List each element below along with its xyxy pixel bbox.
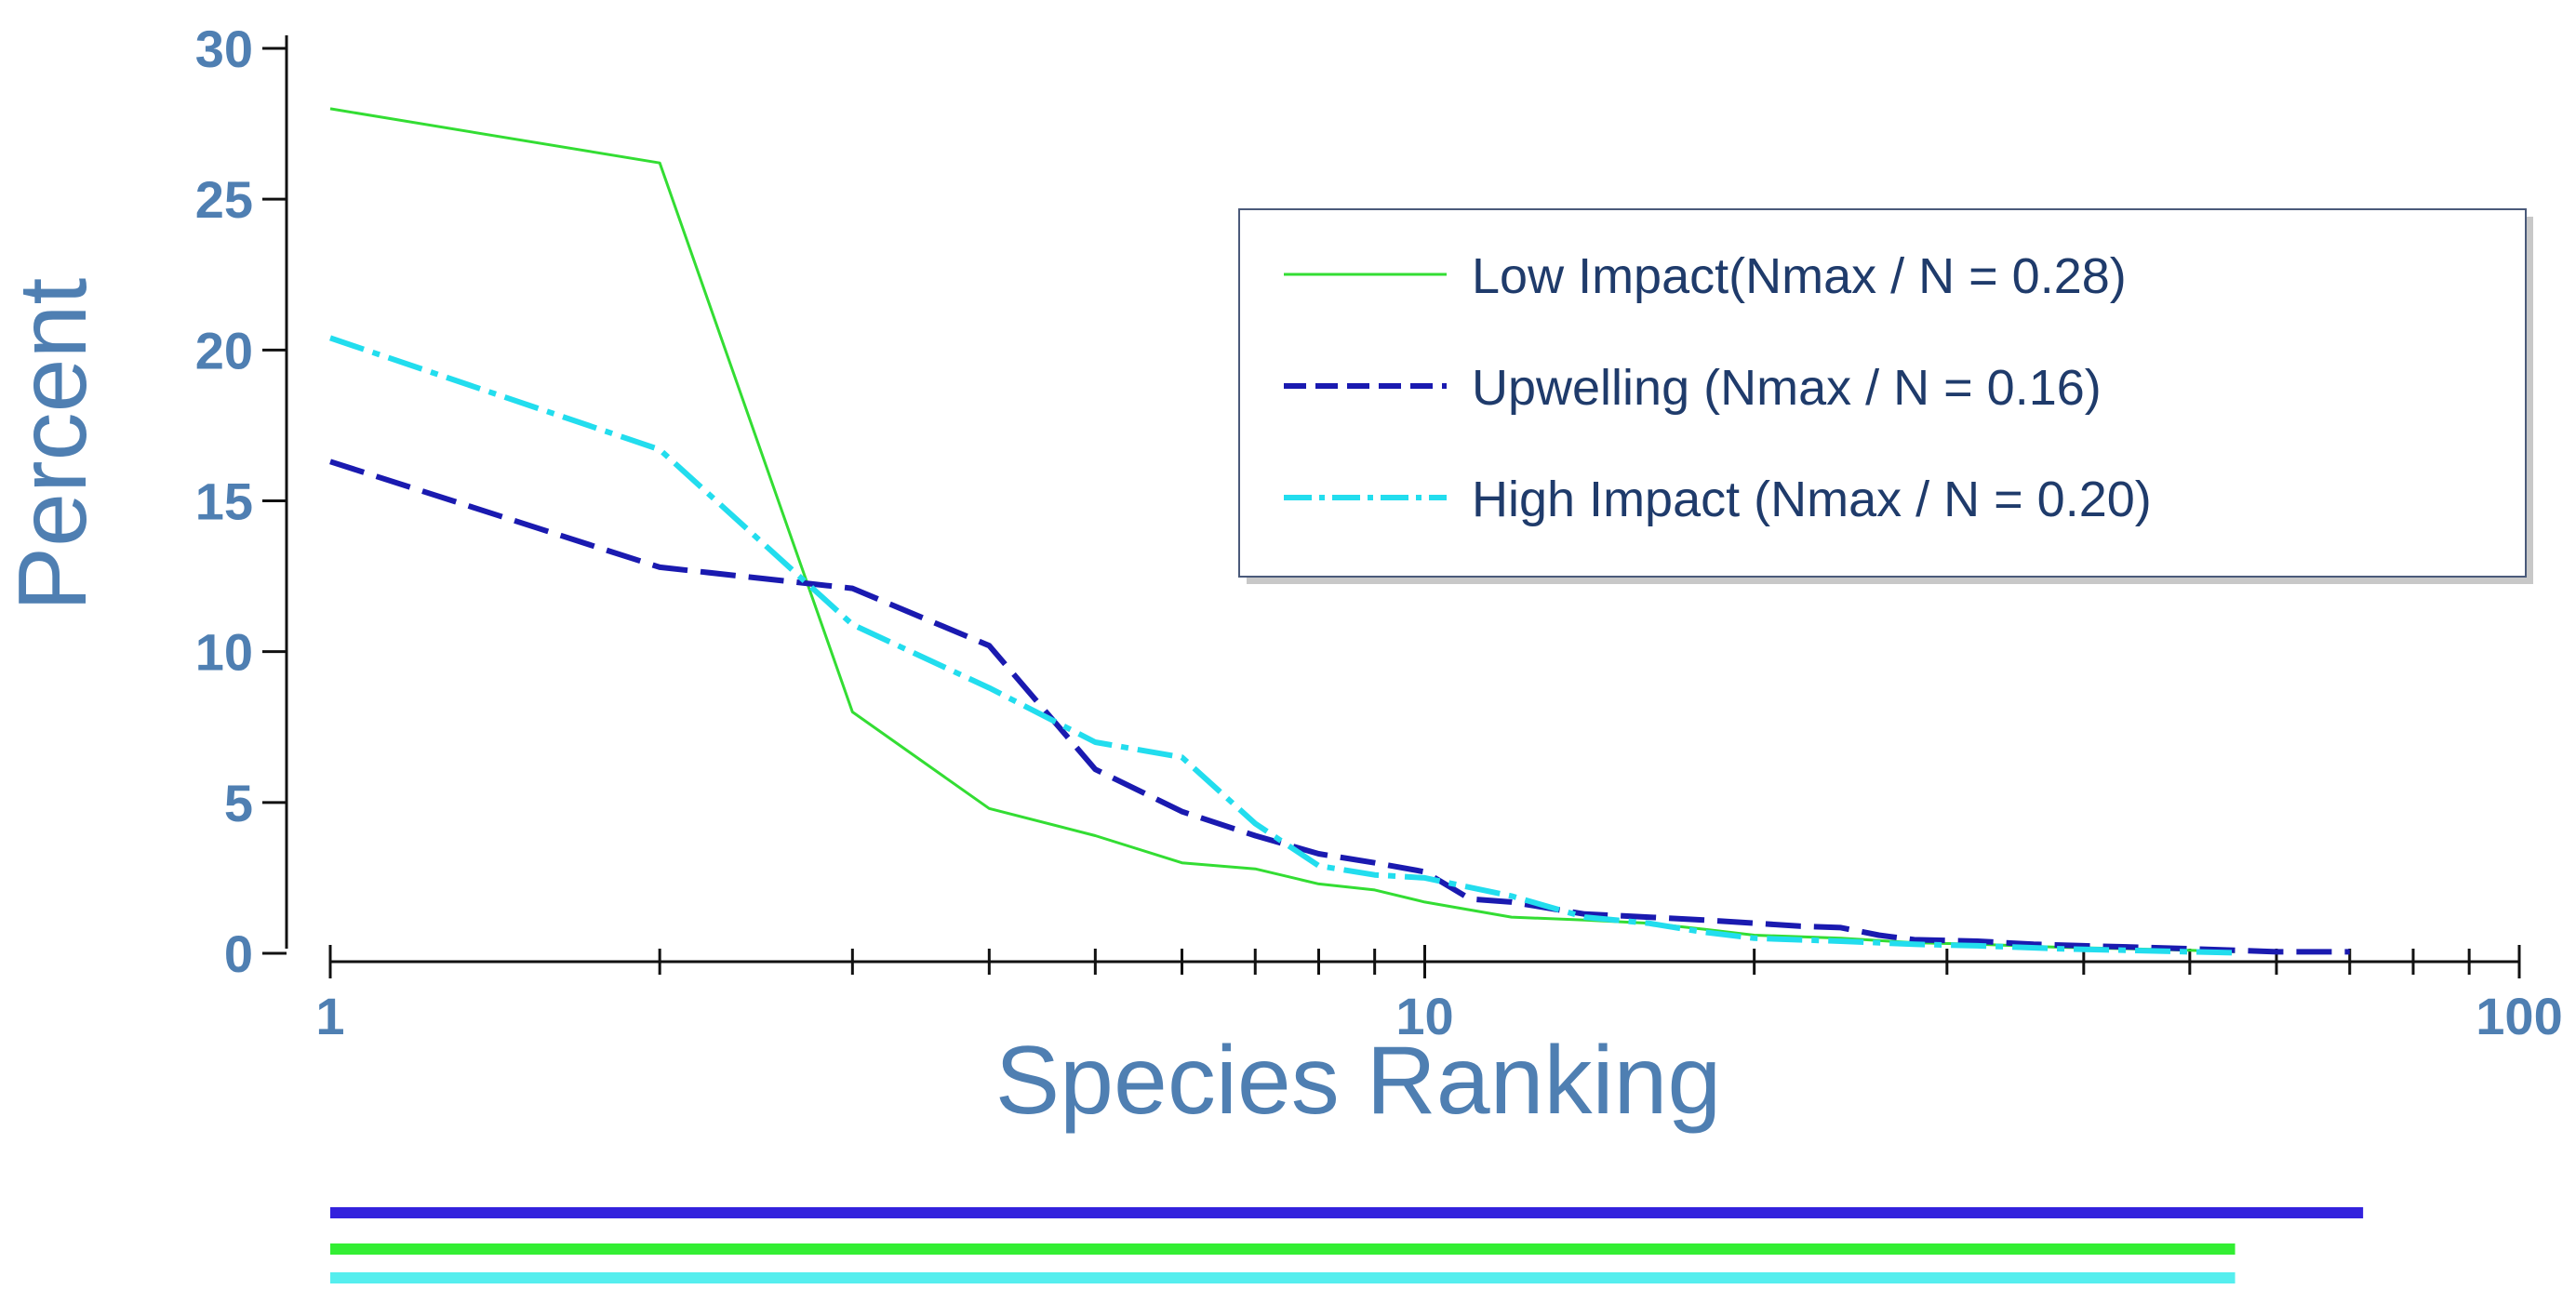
legend-label-3: High Impact (Nmax / N = 0.20): [1472, 472, 2152, 527]
y-tick-label: 5: [224, 774, 253, 832]
plot-lines: [329, 107, 2350, 956]
legend-box: [1238, 208, 2527, 578]
series-line-3: [329, 335, 2236, 956]
x-tick-label: 100: [2476, 987, 2562, 1045]
y-tick-label: 30: [195, 20, 253, 78]
series-line-2: [329, 459, 2350, 955]
x-tick-label: 10: [1395, 987, 1453, 1045]
y-tick-label: 20: [195, 321, 253, 379]
y-tick-label: 15: [195, 472, 253, 531]
axes: 0 5 10 15 20 25 30 1 10 100: [195, 20, 2563, 1045]
legend-label-2: Upwelling (Nmax / N = 0.16): [1472, 360, 2102, 416]
y-tick-label: 10: [195, 623, 253, 682]
y-axis-title: Percent: [0, 278, 107, 612]
y-tick-label: 25: [195, 170, 253, 229]
x-tick-label: 1: [315, 987, 344, 1045]
y-tick-label: 0: [224, 924, 253, 983]
legend-label-1: Low Impact(Nmax / N = 0.28): [1472, 248, 2127, 304]
x-axis-title: Species Ranking: [995, 1027, 1721, 1135]
range-bars: [330, 1207, 2364, 1283]
legend: Low Impact(Nmax / N = 0.28) Upwelling (Nm…: [1238, 208, 2533, 584]
